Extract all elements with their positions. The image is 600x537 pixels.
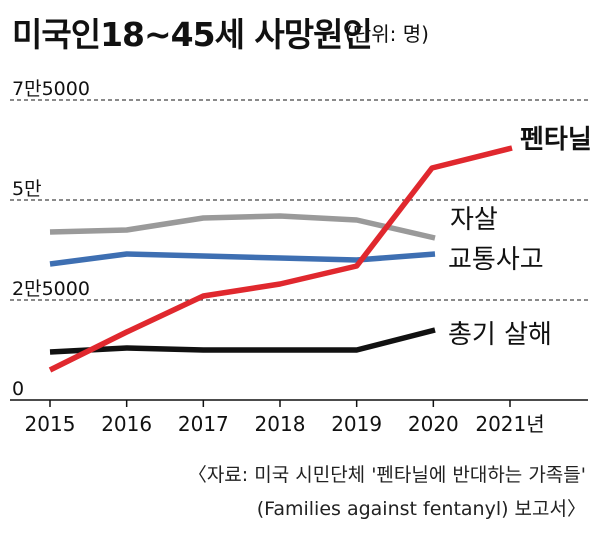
series-label-1: 펜타닐	[520, 125, 592, 155]
y-tick-label-1: 2만5000	[12, 278, 90, 300]
y-tick-label-0: 0	[12, 378, 24, 400]
series-line-2	[49, 213, 436, 241]
series-label-2: 자살	[450, 205, 498, 235]
series-label-3: 교통사고	[448, 245, 544, 275]
unit-label: (단위: 명)	[345, 22, 429, 46]
series-label-4: 총기 살해	[448, 320, 552, 350]
y-tick-label-2: 5만	[12, 178, 42, 200]
chart-title-text: 미국인18~45세 사망원인	[12, 15, 373, 54]
series-line-3	[49, 251, 436, 267]
source-line-1: 〈자료: 미국 시민단체 '펜타닐에 반대하는 가족들'	[187, 464, 586, 486]
y-tick-label-3: 7만5000	[12, 78, 90, 100]
series-line-4	[49, 327, 436, 355]
x-tick-label-3: 2018	[255, 412, 306, 436]
x-tick-label-0: 2015	[25, 412, 76, 436]
series-line-1	[48, 145, 513, 373]
x-tick-label-4: 2019	[331, 412, 382, 436]
x-tick-label-2: 2017	[178, 412, 229, 436]
x-tick-label-1: 2016	[101, 412, 152, 436]
source-line-2: (Families against fentanyl) 보고서〉	[256, 498, 586, 520]
x-tick-label-5: 2020	[408, 412, 459, 436]
x-tick-label-6: 2021년	[475, 412, 544, 436]
chart-title: 미국인18~45세 사망원인	[12, 8, 373, 56]
